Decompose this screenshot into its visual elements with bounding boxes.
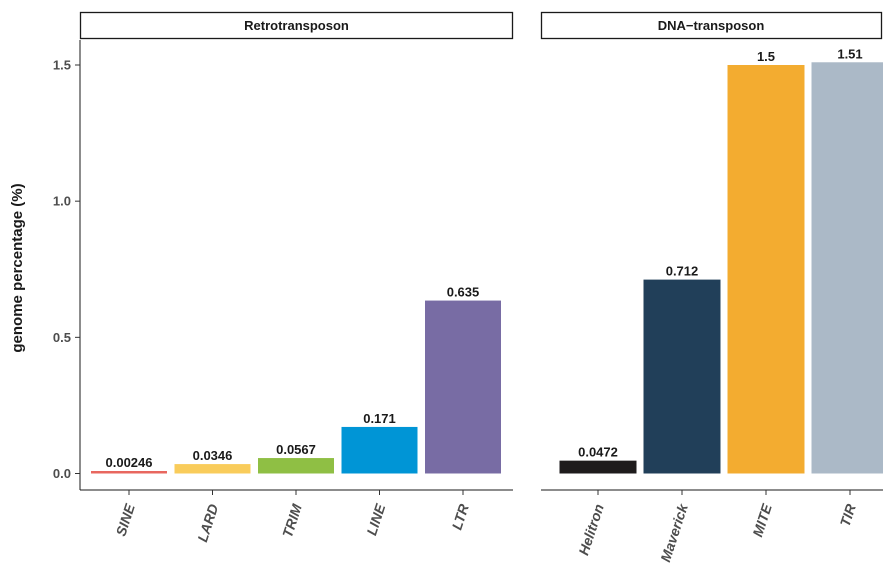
bar-value-label: 0.0346 (193, 448, 233, 463)
x-tick-label: LARD (194, 502, 221, 544)
bar-trim (258, 458, 334, 474)
x-tick-label: Helitron (575, 502, 607, 557)
y-tick-label: 1.0 (53, 194, 71, 209)
y-tick-label: 0.5 (53, 330, 71, 345)
x-tick-label: LINE (363, 501, 388, 537)
bar-value-label: 0.171 (363, 411, 396, 426)
bar-value-label: 0.635 (447, 285, 480, 300)
bar-tir (811, 62, 883, 474)
bar-value-label: 0.0567 (276, 442, 316, 457)
bar-sine (91, 471, 167, 474)
y-tick-label: 1.5 (53, 58, 71, 73)
x-tick-label: LTR (449, 501, 473, 532)
x-tick-label: MITE (749, 501, 775, 538)
bar-value-label: 0.00246 (106, 455, 153, 470)
bar-value-label: 0.712 (666, 264, 699, 279)
facet-strip-title: DNA−transposon (658, 18, 765, 33)
bar-helitron (559, 460, 637, 474)
facet-strip (79, 11, 514, 40)
bar-maverick (643, 279, 721, 474)
plot-area: 0.0 0.5 1.0 1.5 Retrotransposon 0.00246 SINE 0.… (53, 11, 883, 564)
x-tick-label: TRIM (279, 502, 305, 540)
y-axis-title: genome percentage (%) (9, 183, 26, 352)
bar-ltr (425, 300, 501, 474)
bar-mite (727, 65, 805, 474)
x-tick-label: TIR (837, 501, 859, 528)
bar-value-label: 1.51 (837, 46, 862, 61)
y-tick-label: 0.0 (53, 466, 71, 481)
bar-line (341, 426, 418, 474)
x-tick-label: Maverick (657, 501, 691, 564)
bar-value-label: 1.5 (757, 49, 775, 64)
facet-strip (540, 11, 883, 40)
bar-value-label: 0.0472 (578, 445, 618, 460)
bar-lard (174, 464, 251, 474)
x-tick-label: SINE (113, 501, 139, 538)
facet-strip-title: Retrotransposon (244, 18, 349, 33)
